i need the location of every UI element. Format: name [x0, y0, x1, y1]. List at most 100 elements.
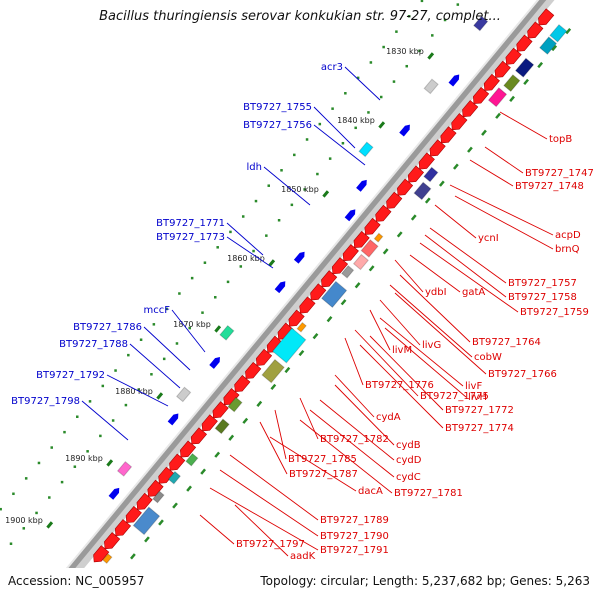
forward-gene-label[interactable]: BT9727_1756 [243, 120, 312, 131]
reverse-gene-arrow[interactable] [177, 440, 197, 460]
reverse-gene-arrow[interactable] [286, 309, 305, 329]
feature-block[interactable] [132, 506, 161, 536]
reverse-gene-arrow[interactable] [210, 401, 229, 421]
reverse-gene-label[interactable]: ydbI [425, 287, 447, 298]
reverse-gene-arrow[interactable] [362, 217, 381, 237]
reverse-gene-label[interactable]: BT9727_1781 [394, 488, 463, 499]
reverse-gene-arrow[interactable] [416, 152, 435, 172]
forward-gene-arrow[interactable] [274, 279, 288, 294]
feature-block[interactable] [373, 232, 384, 243]
reverse-gene-arrow[interactable] [253, 348, 273, 368]
reverse-gene-label[interactable]: BT9727_1776 [365, 380, 434, 391]
reverse-gene-label[interactable]: BT9727_1787 [289, 469, 358, 480]
forward-feature-block[interactable] [358, 141, 374, 158]
feature-block[interactable] [167, 470, 181, 485]
feature-block[interactable] [549, 23, 568, 43]
feature-block[interactable] [185, 452, 199, 467]
reverse-gene-label[interactable]: brnQ [555, 244, 580, 255]
reverse-gene-label[interactable]: BT9727_1758 [508, 292, 577, 303]
reverse-gene-arrow[interactable] [492, 60, 511, 80]
reverse-gene-arrow[interactable] [123, 505, 142, 525]
reverse-gene-arrow[interactable] [155, 466, 175, 486]
reverse-gene-label[interactable]: cydD [396, 455, 422, 466]
reverse-gene-arrow[interactable] [231, 375, 251, 394]
reverse-gene-arrow[interactable] [427, 139, 446, 159]
reverse-gene-arrow[interactable] [383, 191, 403, 211]
forward-gene-arrow[interactable] [167, 412, 181, 426]
reverse-gene-arrow[interactable] [394, 178, 414, 198]
feature-block[interactable] [423, 166, 439, 183]
reverse-gene-arrow[interactable] [503, 47, 522, 67]
feature-block[interactable] [102, 553, 113, 564]
reverse-gene-label[interactable]: ycnI [478, 233, 499, 244]
feature-block[interactable] [487, 87, 508, 108]
forward-gene-arrow[interactable] [344, 207, 358, 222]
reverse-gene-arrow[interactable] [524, 21, 544, 41]
forward-gene-label[interactable]: BT9727_1792 [36, 370, 105, 381]
reverse-gene-arrow[interactable] [101, 532, 121, 552]
feature-block[interactable] [503, 74, 521, 93]
reverse-gene-label[interactable]: BT9727_1790 [320, 531, 389, 542]
reverse-gene-label[interactable]: livF [465, 381, 482, 392]
forward-gene-arrow[interactable] [108, 486, 122, 500]
reverse-gene-arrow[interactable] [112, 519, 132, 538]
forward-gene-label[interactable]: ldh [247, 162, 262, 173]
forward-gene-arrow[interactable] [356, 178, 369, 192]
reverse-gene-label[interactable]: livG [422, 340, 441, 351]
reverse-gene-arrow[interactable] [459, 100, 479, 120]
reverse-gene-label[interactable]: BT9727_1759 [520, 307, 589, 318]
feature-block[interactable] [227, 396, 243, 413]
feature-block[interactable] [360, 239, 379, 258]
feature-block[interactable] [214, 418, 230, 435]
reverse-gene-arrow[interactable] [470, 86, 490, 106]
forward-feature-block[interactable] [219, 324, 235, 341]
reverse-gene-arrow[interactable] [372, 204, 392, 224]
reverse-gene-arrow[interactable] [134, 492, 153, 512]
reverse-gene-arrow[interactable] [448, 113, 468, 133]
reverse-gene-label[interactable]: BT9727_1772 [445, 405, 514, 416]
reverse-gene-arrow[interactable] [307, 283, 327, 303]
reverse-gene-label[interactable]: BT9727_1789 [320, 515, 389, 526]
reverse-gene-arrow[interactable] [199, 414, 218, 434]
forward-gene-arrow[interactable] [399, 123, 412, 137]
reverse-gene-label[interactable]: BT9727_1782 [320, 434, 389, 445]
forward-gene-arrow[interactable] [209, 355, 222, 369]
reverse-gene-label[interactable]: BT9727_1775 [420, 391, 489, 402]
reverse-gene-arrow[interactable] [535, 8, 555, 28]
reverse-gene-label[interactable]: livH [468, 392, 487, 403]
feature-block[interactable] [413, 181, 432, 201]
reverse-gene-label[interactable]: topB [549, 134, 572, 145]
reverse-gene-label[interactable]: dacA [358, 486, 383, 497]
reverse-gene-label[interactable]: BT9727_1791 [320, 545, 389, 556]
reverse-gene-arrow[interactable] [166, 453, 186, 473]
reverse-gene-arrow[interactable] [90, 545, 110, 565]
forward-gene-label[interactable]: BT9727_1773 [156, 232, 225, 243]
forward-gene-label[interactable]: BT9727_1771 [156, 218, 225, 229]
forward-gene-label[interactable]: acr3 [321, 62, 343, 73]
reverse-gene-label[interactable]: cydB [396, 440, 421, 451]
reverse-gene-arrow[interactable] [188, 427, 207, 447]
feature-block[interactable] [539, 36, 558, 55]
forward-feature-block[interactable] [116, 461, 133, 477]
forward-gene-label[interactable]: BT9727_1798 [11, 396, 80, 407]
reverse-gene-arrow[interactable] [340, 244, 359, 264]
reverse-gene-label[interactable]: BT9727_1774 [445, 423, 514, 434]
forward-gene-arrow[interactable] [293, 250, 307, 264]
reverse-gene-label[interactable]: BT9727_1748 [515, 181, 584, 192]
reverse-gene-label[interactable]: BT9727_1797 [236, 539, 305, 550]
forward-gene-label[interactable]: BT9727_1755 [243, 102, 312, 113]
forward-feature-block[interactable] [423, 78, 439, 95]
forward-feature-block[interactable] [473, 15, 489, 32]
reverse-gene-arrow[interactable] [351, 231, 370, 250]
feature-block[interactable] [320, 280, 348, 309]
feature-block[interactable] [261, 358, 285, 384]
reverse-gene-arrow[interactable] [242, 361, 262, 381]
reverse-gene-label[interactable]: aadK [290, 551, 316, 562]
reverse-gene-arrow[interactable] [296, 296, 316, 316]
reverse-gene-label[interactable]: BT9727_1757 [508, 278, 577, 289]
forward-gene-label[interactable]: BT9727_1786 [73, 322, 142, 333]
reverse-gene-arrow[interactable] [329, 257, 349, 277]
feature-block[interactable] [341, 265, 355, 279]
reverse-gene-arrow[interactable] [318, 270, 338, 290]
feature-block[interactable] [514, 57, 535, 78]
